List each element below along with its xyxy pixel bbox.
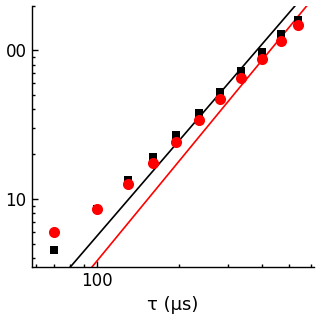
X-axis label: τ (μs): τ (μs)	[147, 296, 199, 315]
